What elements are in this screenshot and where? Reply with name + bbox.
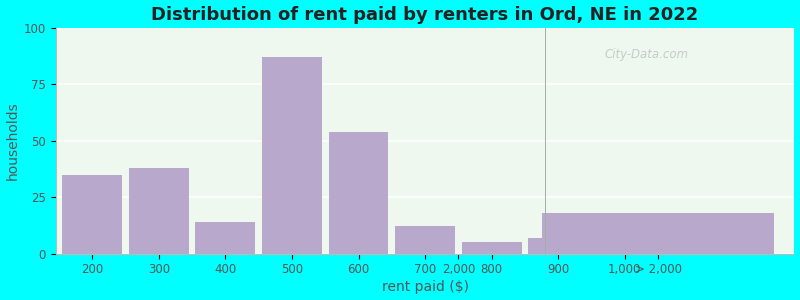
Bar [528, 238, 588, 254]
Bar [395, 226, 455, 254]
Bar [129, 168, 189, 254]
Bar [262, 57, 322, 254]
Bar [195, 222, 255, 254]
Text: City-Data.com: City-Data.com [605, 49, 689, 62]
Y-axis label: households: households [6, 101, 19, 180]
Bar [542, 213, 774, 254]
Title: Distribution of rent paid by renters in Ord, NE in 2022: Distribution of rent paid by renters in … [151, 6, 698, 24]
Bar [462, 242, 522, 253]
Bar [329, 132, 389, 254]
X-axis label: rent paid ($): rent paid ($) [382, 280, 469, 294]
Bar [62, 175, 122, 254]
